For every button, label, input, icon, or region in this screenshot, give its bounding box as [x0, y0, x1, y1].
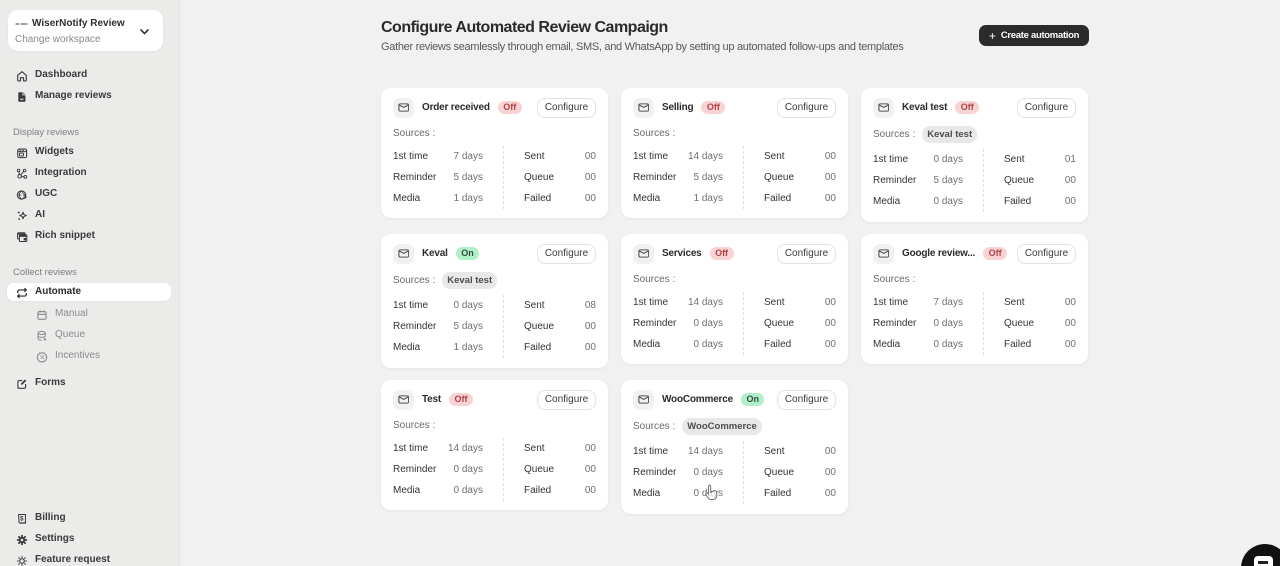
- svg-text:$: $: [20, 515, 24, 522]
- svg-text:$: $: [23, 193, 27, 200]
